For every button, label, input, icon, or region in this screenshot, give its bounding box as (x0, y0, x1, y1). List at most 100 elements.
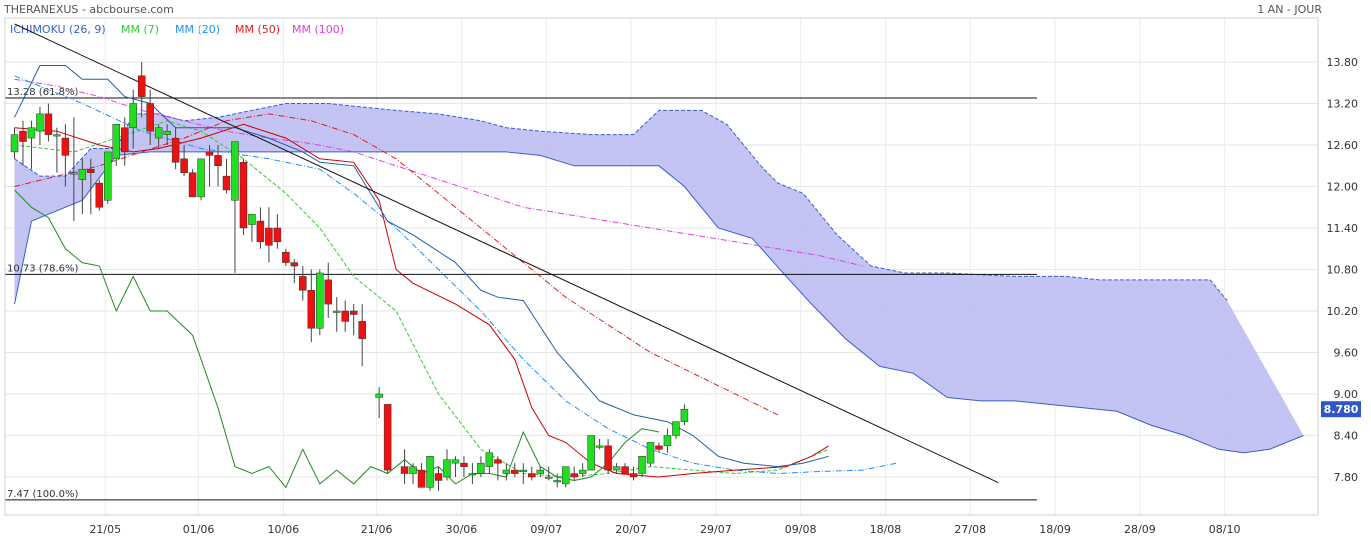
mm100-line (14, 78, 863, 267)
x-tick-label: 18/09 (1039, 523, 1071, 536)
candle-body (265, 227, 273, 246)
mm20-line (14, 75, 897, 475)
fibonacci-label: 13.28 (61.8%) (7, 87, 78, 98)
candle-body (19, 130, 27, 142)
candle-body (417, 469, 426, 488)
mm7-line (14, 120, 829, 478)
candle-body (663, 435, 672, 447)
candle-body (672, 421, 680, 436)
fibonacci-label: 7.47 (100.0%) (7, 489, 78, 500)
candle-body (316, 272, 324, 329)
candle-body (646, 442, 655, 464)
candle-body (400, 466, 409, 474)
candle-body (485, 452, 494, 467)
candle-body (621, 466, 629, 474)
candle-body (638, 456, 646, 474)
y-tick-label: 8.40 (1334, 430, 1359, 443)
candle-body (104, 151, 112, 201)
candle-body (154, 127, 163, 139)
candle-body (248, 213, 256, 225)
candle-body (299, 276, 307, 291)
candle-body (78, 168, 87, 180)
candle-body (146, 103, 154, 132)
candle-body (587, 435, 595, 471)
candle-body (680, 408, 689, 422)
candle-body (290, 262, 299, 267)
candle-body (561, 466, 570, 485)
candle-body (231, 141, 239, 201)
candle-body (528, 473, 536, 478)
candle-body (341, 310, 349, 322)
candle-body (443, 459, 451, 478)
candle-body (460, 462, 468, 467)
candle-body (324, 279, 333, 305)
chart-header-title: THERANEXUS - abcbourse.com (3, 3, 174, 16)
candle-body (27, 127, 36, 139)
candle-body (434, 473, 443, 481)
candle-body (282, 251, 290, 263)
candle-body (629, 473, 638, 478)
candle-body (120, 127, 129, 153)
y-tick-label: 12.60 (1327, 139, 1359, 152)
x-tick-label: 01/06 (183, 523, 215, 536)
indicator-legend: ICHIMOKU (26, 9) MM (7) MM (20) MM (50) MM (… (10, 23, 344, 36)
candle-body (273, 227, 282, 243)
last-price-tag (1321, 401, 1361, 418)
mm50-line (14, 113, 778, 416)
candle-body (222, 175, 231, 191)
y-tick-label: 13.20 (1327, 98, 1359, 111)
ichimoku-cloud (14, 103, 1304, 454)
candle-body (163, 130, 171, 135)
candle-body (332, 310, 341, 313)
candle-body (451, 459, 460, 464)
candle-body (595, 445, 604, 448)
legend-item: MM (100) (292, 23, 344, 36)
candle-body (171, 137, 180, 163)
candle-body (570, 473, 578, 478)
x-tick-label: 29/07 (700, 523, 732, 536)
x-tick-label: 30/06 (446, 523, 478, 536)
candle-body (197, 158, 205, 198)
x-tick-label: 28/09 (1124, 523, 1156, 536)
candle-body (426, 456, 434, 488)
axes: 13.80 13.20 12.60 12.00 11.40 10.80 10.20 9.60 9… (4, 17, 1361, 536)
x-tick-label: 09/08 (785, 523, 817, 536)
y-tick-label: 7.80 (1334, 471, 1359, 484)
fibonacci-label: 10.73 (78.6%) (7, 263, 78, 274)
y-tick-label: 10.20 (1327, 305, 1359, 318)
legend-item: MM (20) (175, 23, 220, 36)
cloud-fill (14, 103, 1304, 453)
chart-grid (5, 18, 1318, 515)
senkou-span-b (14, 151, 1304, 454)
candle-body (36, 113, 44, 132)
x-tick-label: 10/06 (268, 523, 300, 536)
candle-body (239, 162, 248, 229)
candle-body (61, 137, 70, 156)
y-tick-label: 9.00 (1334, 388, 1359, 401)
x-tick-label: 08/10 (1209, 523, 1241, 536)
candle-body (477, 462, 485, 474)
x-tick-label: 09/07 (530, 523, 562, 536)
candle-body (375, 393, 383, 398)
candle-body (10, 134, 19, 153)
candle-body (612, 466, 621, 471)
legend-item: MM (7) (121, 23, 159, 36)
senkou-span-a (14, 103, 1228, 301)
indicator-lines (14, 23, 999, 489)
fibonacci-levels: 13.28 (61.8%) 10.73 (78.6%) 7.47 (100.0%) (5, 87, 1037, 501)
candle-body (502, 469, 511, 474)
x-tick-label: 20/07 (615, 523, 647, 536)
candle-body (53, 134, 61, 137)
candle-body (112, 124, 121, 160)
candle-body (349, 310, 358, 315)
y-tick-label: 11.40 (1327, 222, 1359, 235)
candle-body (536, 469, 545, 474)
candle-body (307, 290, 316, 329)
candle-body (188, 172, 197, 198)
chikou-line (14, 189, 660, 489)
kijun-line (14, 65, 829, 468)
plot-frame (4, 17, 1319, 516)
candle-body (409, 466, 417, 474)
